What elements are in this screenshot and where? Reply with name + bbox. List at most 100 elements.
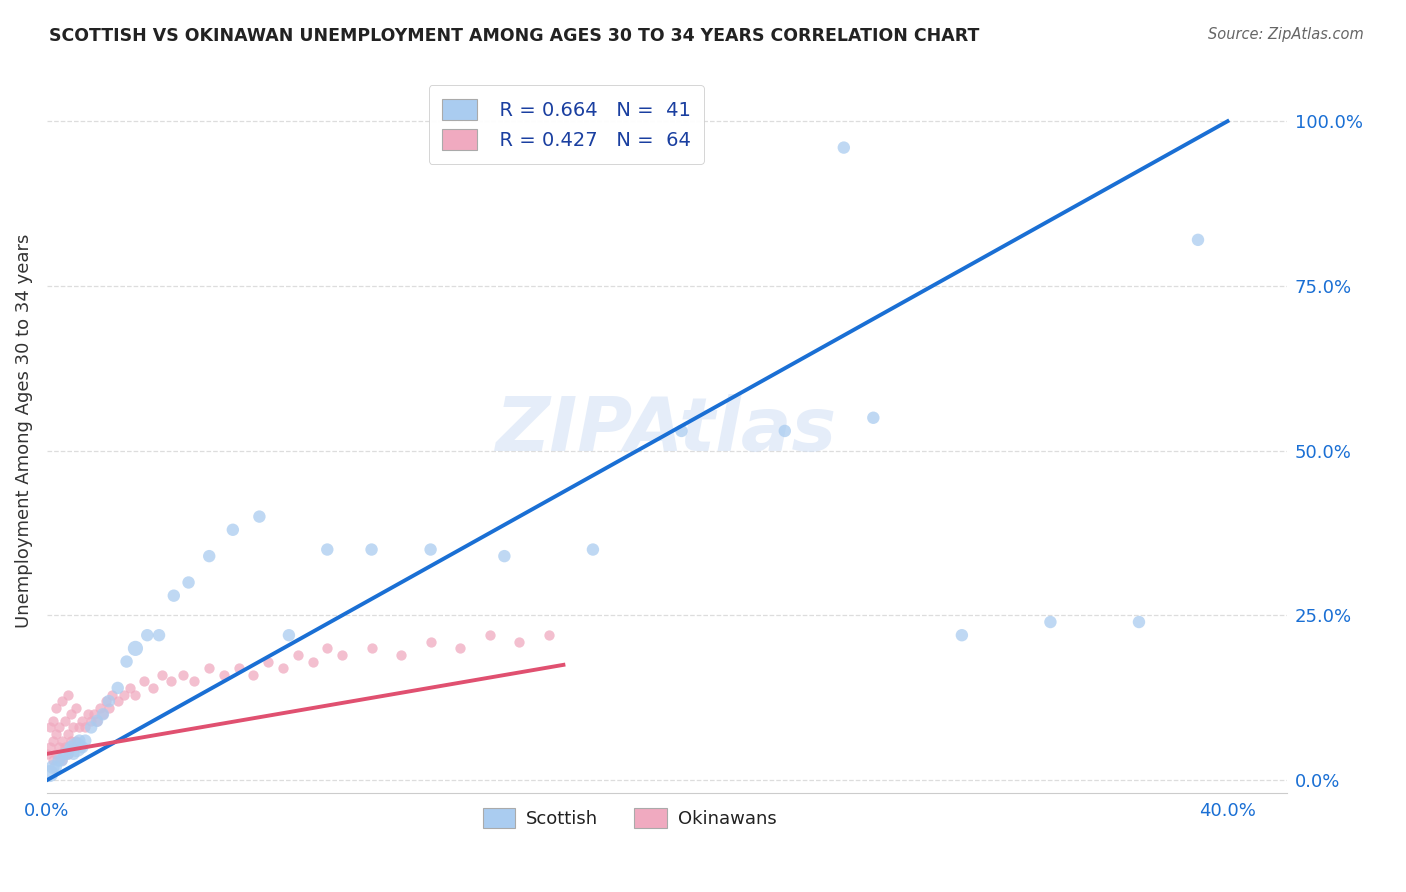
Point [142,681,165,695]
Point [160,674,183,689]
Point [65,733,87,747]
Point [72,740,94,755]
Point [38,766,60,780]
Point [832,140,855,154]
Point [1128,615,1150,629]
Point [51,694,73,708]
Point [62,740,84,755]
Point [75,733,97,747]
Point [56,727,79,741]
Point [134,674,156,689]
Point [59,733,82,747]
Point [360,542,382,557]
Point [950,628,973,642]
Point [212,667,235,681]
Point [42,714,65,728]
Point [45,760,67,774]
Point [51,733,73,747]
Point [48,721,70,735]
Point [67,733,90,747]
Point [222,523,245,537]
Point [183,674,205,689]
Point [91,707,114,722]
Point [1039,615,1062,629]
Point [59,707,82,722]
Point [198,549,221,563]
Point [198,661,221,675]
Point [671,424,693,438]
Point [62,747,84,761]
Point [537,628,560,642]
Point [118,681,141,695]
Point [862,410,884,425]
Point [1187,233,1209,247]
Point [89,700,111,714]
Point [330,648,353,662]
Point [419,542,441,557]
Point [75,721,97,735]
Y-axis label: Unemployment Among Ages 30 to 34 years: Unemployment Among Ages 30 to 34 years [15,234,32,628]
Point [45,747,67,761]
Point [67,721,90,735]
Point [65,740,87,755]
Point [419,634,441,648]
Point [101,688,124,702]
Point [45,700,67,714]
Point [271,661,294,675]
Point [86,714,108,728]
Point [77,707,100,722]
Point [242,667,264,681]
Point [53,740,76,755]
Point [124,641,146,656]
Point [148,628,170,642]
Text: ZIPAtlas: ZIPAtlas [496,394,838,467]
Point [172,667,194,681]
Point [80,714,103,728]
Point [389,648,412,662]
Point [51,753,73,767]
Point [228,661,250,675]
Point [115,655,138,669]
Point [107,694,129,708]
Point [177,575,200,590]
Point [42,760,65,774]
Point [150,667,173,681]
Point [301,655,323,669]
Point [124,688,146,702]
Point [287,648,309,662]
Point [83,707,105,722]
Point [112,688,135,702]
Point [97,694,120,708]
Point [45,727,67,741]
Point [65,700,87,714]
Point [97,700,120,714]
Point [508,634,530,648]
Text: SCOTTISH VS OKINAWAN UNEMPLOYMENT AMONG AGES 30 TO 34 YEARS CORRELATION CHART: SCOTTISH VS OKINAWAN UNEMPLOYMENT AMONG … [49,27,980,45]
Point [257,655,280,669]
Point [277,628,299,642]
Point [136,628,159,642]
Point [107,681,129,695]
Point [38,740,60,755]
Point [94,694,117,708]
Point [478,628,501,642]
Point [56,747,79,761]
Point [51,753,73,767]
Legend: Scottish, Okinawans: Scottish, Okinawans [475,801,783,835]
Point [59,740,82,755]
Point [360,641,382,656]
Point [773,424,796,438]
Point [42,753,65,767]
Text: Source: ZipAtlas.com: Source: ZipAtlas.com [1208,27,1364,42]
Point [494,549,516,563]
Point [316,641,339,656]
Point [449,641,471,656]
Point [91,707,114,722]
Point [62,721,84,735]
Point [86,714,108,728]
Point [80,721,103,735]
Point [247,509,270,524]
Point [56,747,79,761]
Point [48,740,70,755]
Point [38,721,60,735]
